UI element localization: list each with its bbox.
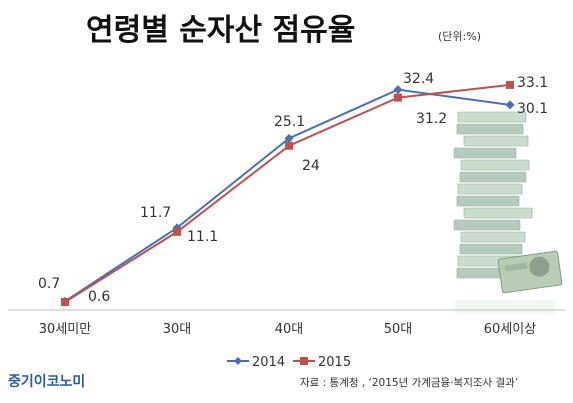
tick-label-30세미만: 30세미만: [39, 322, 91, 337]
data-label-2015-60세이상: 33.1: [517, 75, 548, 91]
point-2014-60세이상: [505, 100, 515, 110]
money-stack-layer: [460, 231, 526, 243]
money-stack-layer: [457, 183, 523, 195]
data-label-2015-40대: 24: [302, 158, 320, 174]
tick-label-30대: 30대: [163, 322, 192, 337]
point-2015-40대: [285, 141, 293, 150]
money-stack-layer: [463, 135, 529, 147]
legend: 2014 2015: [227, 355, 351, 370]
point-2014-40대: [284, 133, 294, 143]
money-stack-layer: [459, 243, 523, 255]
data-label-2015-30세미만: 0.6: [88, 289, 110, 305]
source-note: 자료 : 통계청 , ‘2015년 가계금융·복지조사 결과’: [300, 377, 518, 389]
legend-label-2015: 2015: [318, 355, 351, 370]
point-2015-60세이상: [506, 80, 514, 89]
data-label-2014-30대: 11.7: [140, 205, 171, 221]
data-label-2014-30세미만: 0.7: [38, 276, 60, 292]
tick-label-60세이상: 60세이상: [484, 322, 536, 337]
point-2014-50대: [393, 85, 403, 95]
legend-label-2014: 2014: [252, 355, 285, 370]
money-stack-layer: [457, 111, 527, 123]
data-label-2014-40대: 25.1: [274, 114, 305, 130]
point-2015-30대: [173, 227, 181, 236]
money-stack-layer: [453, 219, 521, 231]
money-stack-layer: [453, 147, 517, 159]
money-stack-layer: [456, 195, 520, 207]
brand-logo: 중기이코노미: [8, 373, 85, 390]
data-label-2015-50대: 31.2: [416, 111, 447, 127]
banknote-icon: [497, 250, 563, 294]
tick-label-40대: 40대: [275, 322, 304, 337]
chart-title: 연령별 순자산 점유율: [86, 13, 355, 48]
data-label-2014-50대: 32.4: [403, 71, 434, 87]
legend-square-icon: [300, 357, 308, 365]
point-2015-50대: [394, 93, 402, 102]
money-stack-layer: [459, 171, 527, 183]
unit-label: (단위:%): [438, 30, 481, 43]
money-stack-illustration: [453, 111, 563, 314]
money-stack-layer: [463, 207, 533, 219]
legend-diamond-icon: [234, 357, 242, 365]
point-2015-30세미만: [61, 297, 69, 306]
data-label-2015-30대: 11.1: [187, 229, 218, 245]
tick-label-50대: 50대: [384, 322, 413, 337]
money-stack-layer: [460, 159, 530, 171]
data-label-2014-60세이상: 30.1: [517, 101, 548, 117]
money-stack-layer: [456, 123, 524, 135]
